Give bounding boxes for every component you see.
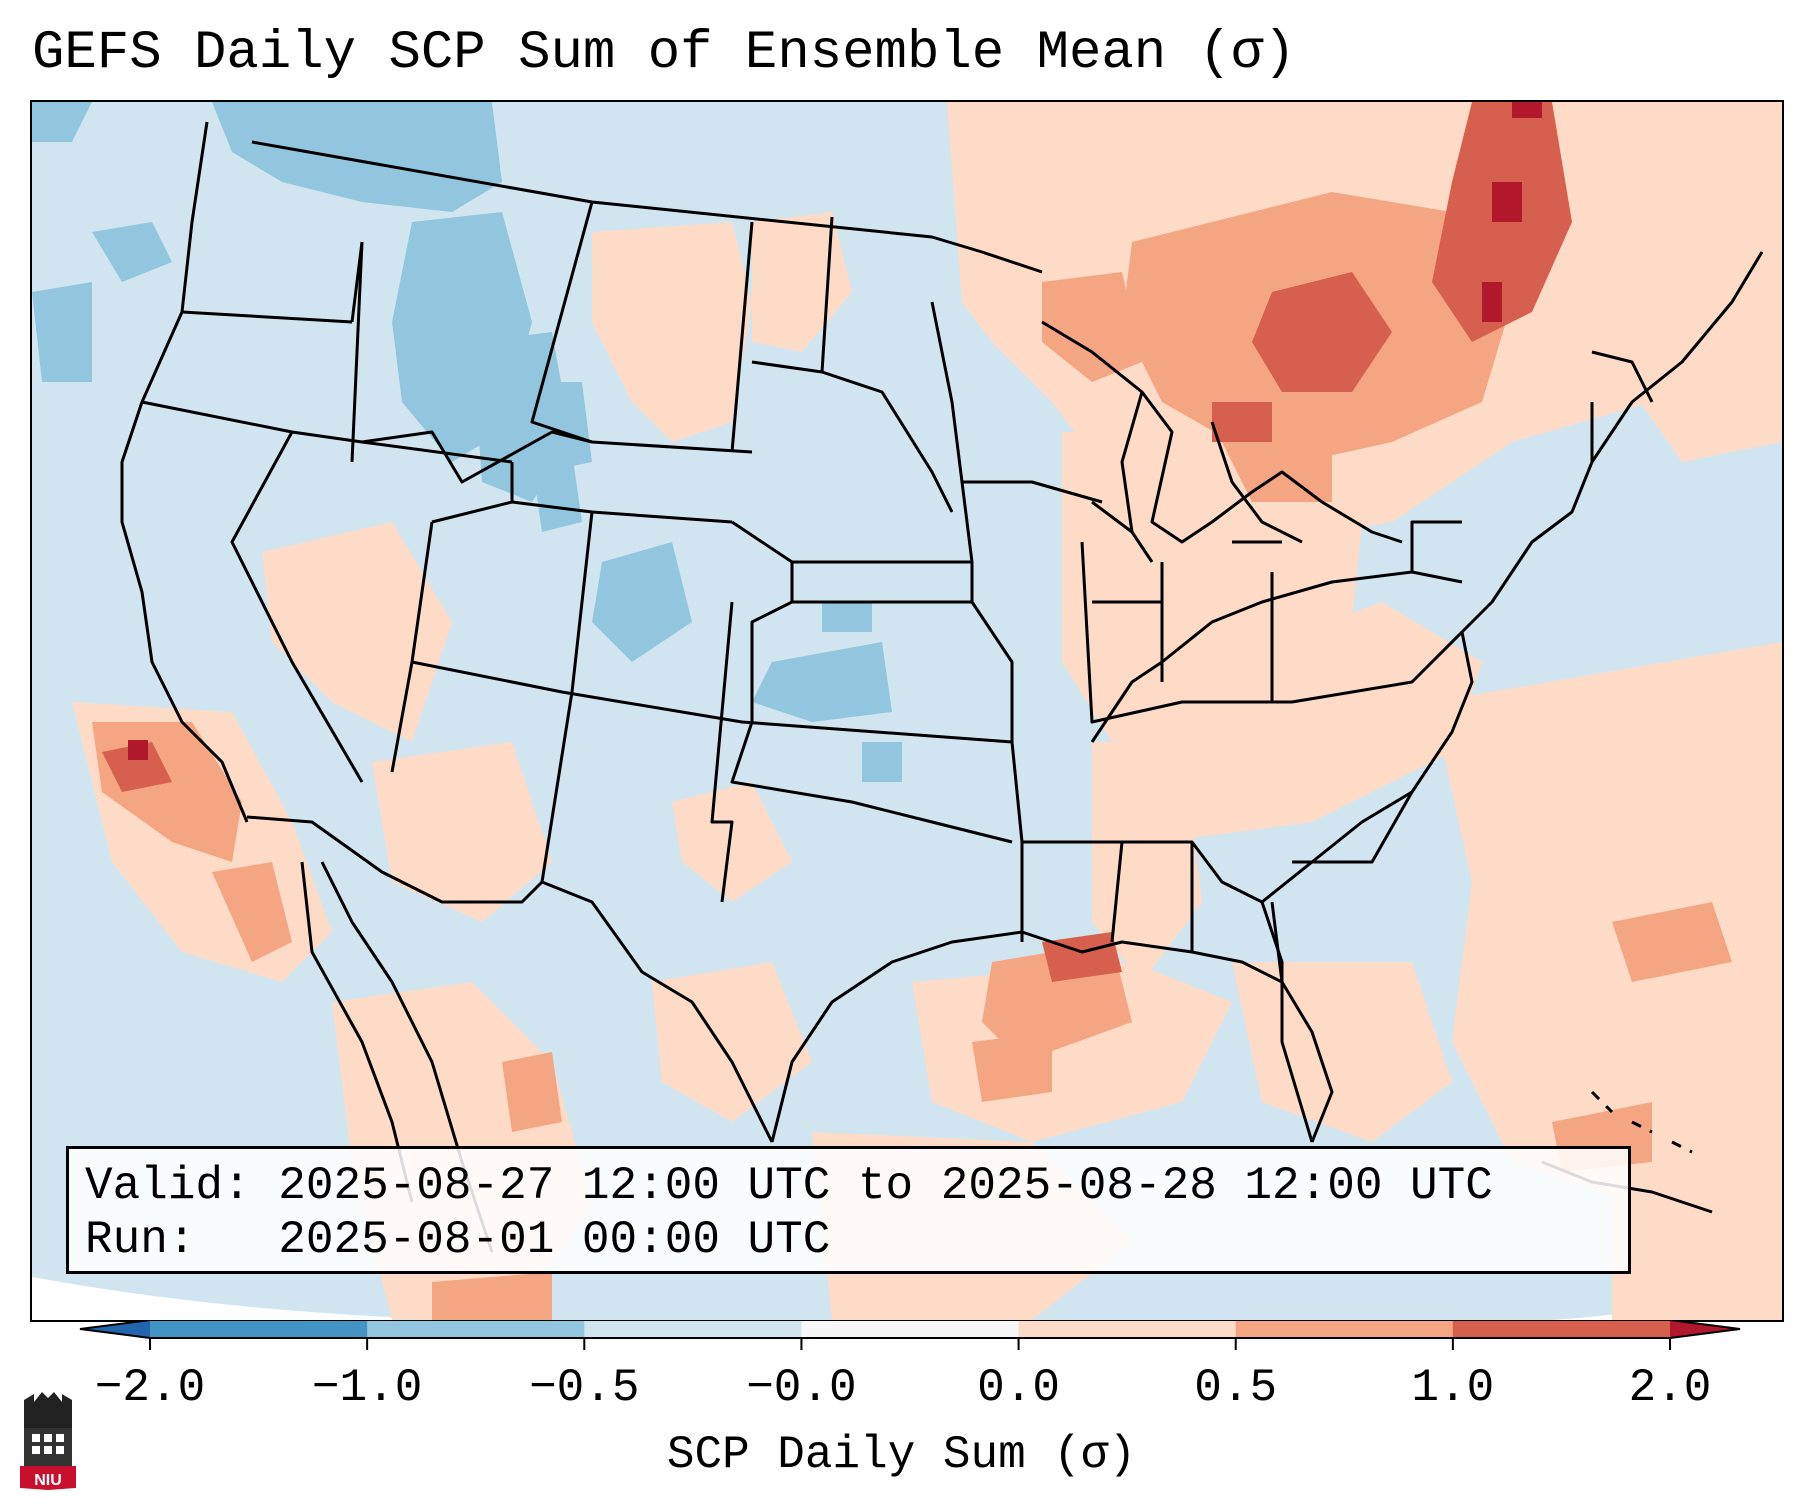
colorbar-bin — [1018, 1320, 1237, 1338]
colorbar-tick-label: 0.5 — [1194, 1362, 1278, 1414]
colorbar — [79, 1320, 1741, 1350]
niu-logo: NIU — [20, 1392, 76, 1490]
lake-michigan — [1120, 391, 1154, 563]
logo-crown — [24, 1392, 72, 1430]
boundaries — [120, 121, 1764, 1253]
colorbar-tick-label: −0.5 — [529, 1362, 640, 1414]
run-label: Run: — [85, 1214, 196, 1266]
negative-patches — [32, 102, 902, 782]
run-value: 2025-08-01 00:00 UTC — [278, 1214, 831, 1266]
colorbar-tick-label: −1.0 — [311, 1362, 423, 1414]
positive-extreme-patches — [128, 102, 1542, 760]
colorbar-bin — [80, 1320, 150, 1338]
map-svg — [32, 102, 1782, 1320]
colorbar-ticks — [149, 1338, 1671, 1350]
colorbar-tick-label: 1.0 — [1411, 1362, 1495, 1414]
colorbar-tick-label: −0.0 — [746, 1362, 857, 1414]
positive-mid-patches — [92, 192, 1732, 1320]
logo-text: NIU — [34, 1472, 62, 1489]
valid-run-infobox: Valid: 2025-08-27 12:00 UTC to 2025-08-2… — [66, 1146, 1631, 1274]
canada-border — [251, 140, 1043, 274]
great-lakes — [1041, 320, 1403, 544]
logo-windows — [32, 1434, 64, 1454]
bahamas-outline — [1590, 1090, 1693, 1154]
colorbar-bin — [1670, 1320, 1740, 1338]
logo-banner — [20, 1466, 76, 1490]
colorbar-tick-label: 0.0 — [977, 1362, 1060, 1414]
colorbar-bin — [150, 1320, 368, 1338]
colorbar-bin — [801, 1320, 1020, 1338]
valid-value: 2025-08-27 12:00 UTC to 2025-08-28 12:00… — [278, 1160, 1493, 1212]
figure-title: GEFS Daily SCP Sum of Ensemble Mean (σ) — [32, 23, 1296, 84]
colorbar-bin — [367, 1320, 585, 1338]
map-panel — [30, 100, 1784, 1322]
colorbar-bins — [79, 1320, 1741, 1339]
lake-huron — [1210, 421, 1303, 544]
valid-label: Valid: — [85, 1160, 251, 1212]
colorbar-label: SCP Daily Sum (σ) — [666, 1429, 1137, 1481]
west-coast — [120, 121, 249, 823]
colorbar-tick-label: −2.0 — [94, 1362, 206, 1414]
colorbar-bin — [584, 1320, 802, 1338]
valid-row: Valid: 2025-08-27 12:00 UTC to 2025-08-2… — [85, 1159, 1612, 1213]
projection-edge-left — [32, 1277, 732, 1320]
gulf-coast — [770, 930, 1334, 1143]
run-row: Run: 2025-08-01 00:00 UTC — [85, 1213, 1612, 1267]
colorbar-bin — [1235, 1320, 1454, 1338]
colorbar-tick-label: 2.0 — [1628, 1362, 1712, 1414]
colorbar-bin — [1452, 1320, 1671, 1338]
